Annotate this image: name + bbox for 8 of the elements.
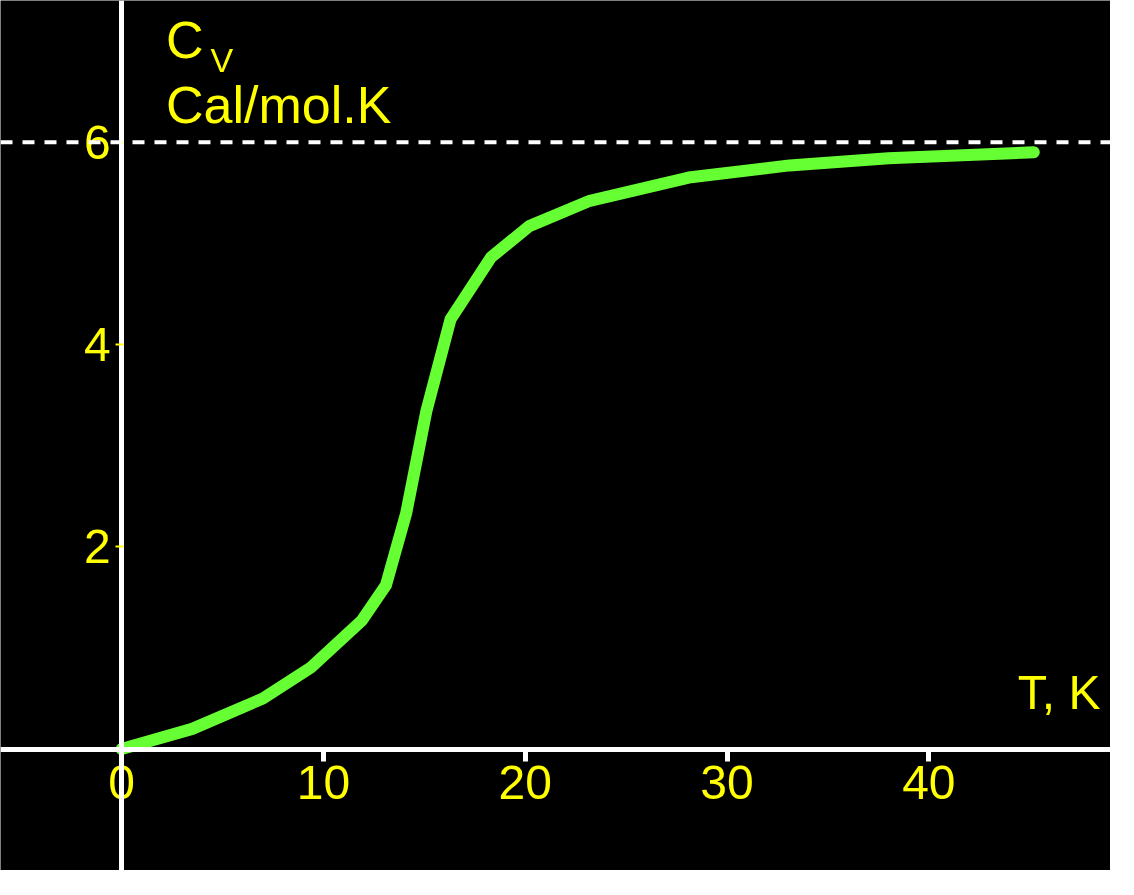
x-tick-label: 40 bbox=[902, 756, 956, 810]
y-tick-label: 6 bbox=[83, 115, 111, 169]
y-tick-label: 4 bbox=[83, 317, 111, 371]
x-tick-label: 20 bbox=[498, 756, 552, 810]
x-tick-label: 30 bbox=[700, 756, 754, 810]
x-axis-title: T, K bbox=[1017, 665, 1101, 719]
x-tick-label: 10 bbox=[296, 756, 351, 810]
y-tick-label: 2 bbox=[83, 520, 111, 574]
